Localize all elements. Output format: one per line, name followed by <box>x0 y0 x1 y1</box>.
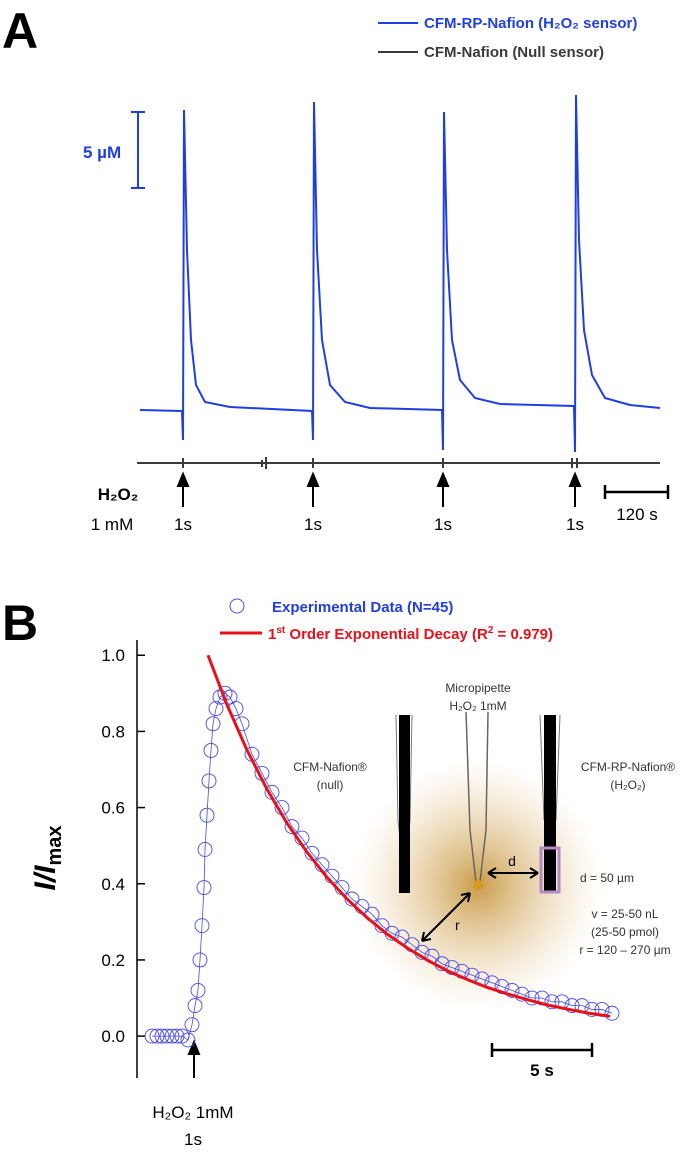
scale-bar-label: 5 s <box>530 1061 554 1080</box>
inset-note: d = 50 µm <box>580 871 634 885</box>
fit-line <box>206 654 611 1018</box>
data-point <box>180 1032 196 1048</box>
data-point <box>190 982 206 998</box>
y-tick-label: 0.2 <box>101 951 125 970</box>
rp-coating <box>539 846 561 894</box>
panel-label: B <box>2 595 38 651</box>
inset-label: CFM-RP-Nafion® <box>581 760 675 774</box>
inset-label: Micropipette <box>445 681 511 695</box>
time-bar <box>603 485 670 499</box>
data-point <box>584 1001 600 1017</box>
pipette-tip <box>473 880 483 890</box>
data-point <box>514 986 530 1002</box>
electrode <box>399 715 410 893</box>
data-point <box>201 773 217 789</box>
scale-bar <box>131 111 145 189</box>
legend-label: CFM-RP-Nafion (H₂O₂ sensor) <box>424 15 637 32</box>
data-point <box>159 1028 175 1044</box>
pulse-label: 1s <box>174 515 192 534</box>
data-point <box>169 1028 185 1044</box>
legend-label: 1st Order Exponential Decay (R2 = 0.979) <box>268 625 553 643</box>
data-point <box>284 819 300 835</box>
data-point <box>192 952 208 968</box>
y-tick-label: 0.8 <box>101 722 125 741</box>
data-point <box>164 1028 180 1044</box>
data-point <box>604 1005 620 1021</box>
data-point <box>564 998 580 1014</box>
data-point <box>194 918 210 934</box>
scale-bar-label: 5 µM <box>83 143 121 162</box>
data-point <box>144 1028 160 1044</box>
inset-label: (H₂O₂) <box>610 778 645 792</box>
inset-label: d <box>508 853 516 869</box>
sensor-trace <box>139 94 661 453</box>
distance-arrow <box>487 867 539 879</box>
data-point <box>197 842 213 857</box>
inset-label: r <box>455 917 460 933</box>
annotation: H₂O₂ 1mM <box>152 1103 233 1122</box>
y-tick-label: 0.0 <box>101 1027 125 1046</box>
data-point <box>444 960 460 975</box>
null-trace <box>137 457 660 469</box>
legend-label: Experimental Data (N=45) <box>272 599 453 616</box>
pulse-label: 1s <box>304 515 322 534</box>
inset-note: r = 120 – 270 µm <box>579 943 670 957</box>
data-line <box>152 692 613 1041</box>
inset: d r CFM-Nafion® (null) Micropipette H₂O₂… <box>293 681 675 1010</box>
panel-label: A <box>2 3 38 59</box>
stimulus-label: 1 mM <box>91 515 134 534</box>
radius-arrow <box>421 892 471 942</box>
scale-bar <box>490 1043 594 1057</box>
annotation: 1s <box>184 1130 202 1149</box>
stimulus-arrow <box>187 1039 201 1078</box>
data-point <box>196 880 212 896</box>
y-tick-label: 0.4 <box>101 875 125 894</box>
time-bar-label: 120 s <box>616 505 658 524</box>
data-point <box>187 998 203 1014</box>
data-point <box>154 1028 170 1044</box>
electrode <box>544 715 556 892</box>
data-point <box>504 982 520 998</box>
stimulus-label: H₂O₂ <box>98 485 139 504</box>
y-tick-label: 0.6 <box>101 799 125 818</box>
data-point <box>208 701 224 717</box>
pulse-label: 1s <box>434 515 452 534</box>
inset-note: (25-50 pmol) <box>591 925 659 939</box>
inset-label: H₂O₂ 1mM <box>449 699 506 713</box>
y-axis-label: I/Imax <box>29 825 66 890</box>
pulse-label: 1s <box>566 515 584 534</box>
legend-marker <box>229 598 245 614</box>
data-point <box>184 1017 200 1033</box>
inset-label: CFM-Nafion® <box>293 760 367 774</box>
stimulus-arrows <box>176 471 582 507</box>
data-point <box>205 716 221 732</box>
inset-label: (null) <box>317 778 344 792</box>
data-point <box>149 1028 165 1044</box>
y-tick-label: 1.0 <box>101 646 125 665</box>
data-point <box>199 807 215 823</box>
inset-note: v = 25-50 nL <box>591 907 658 921</box>
data-point <box>203 743 219 758</box>
electrode-outline <box>539 714 561 821</box>
data-point <box>544 994 560 1010</box>
legend-label: CFM-Nafion (Null sensor) <box>424 44 604 61</box>
micropipette <box>465 711 489 883</box>
